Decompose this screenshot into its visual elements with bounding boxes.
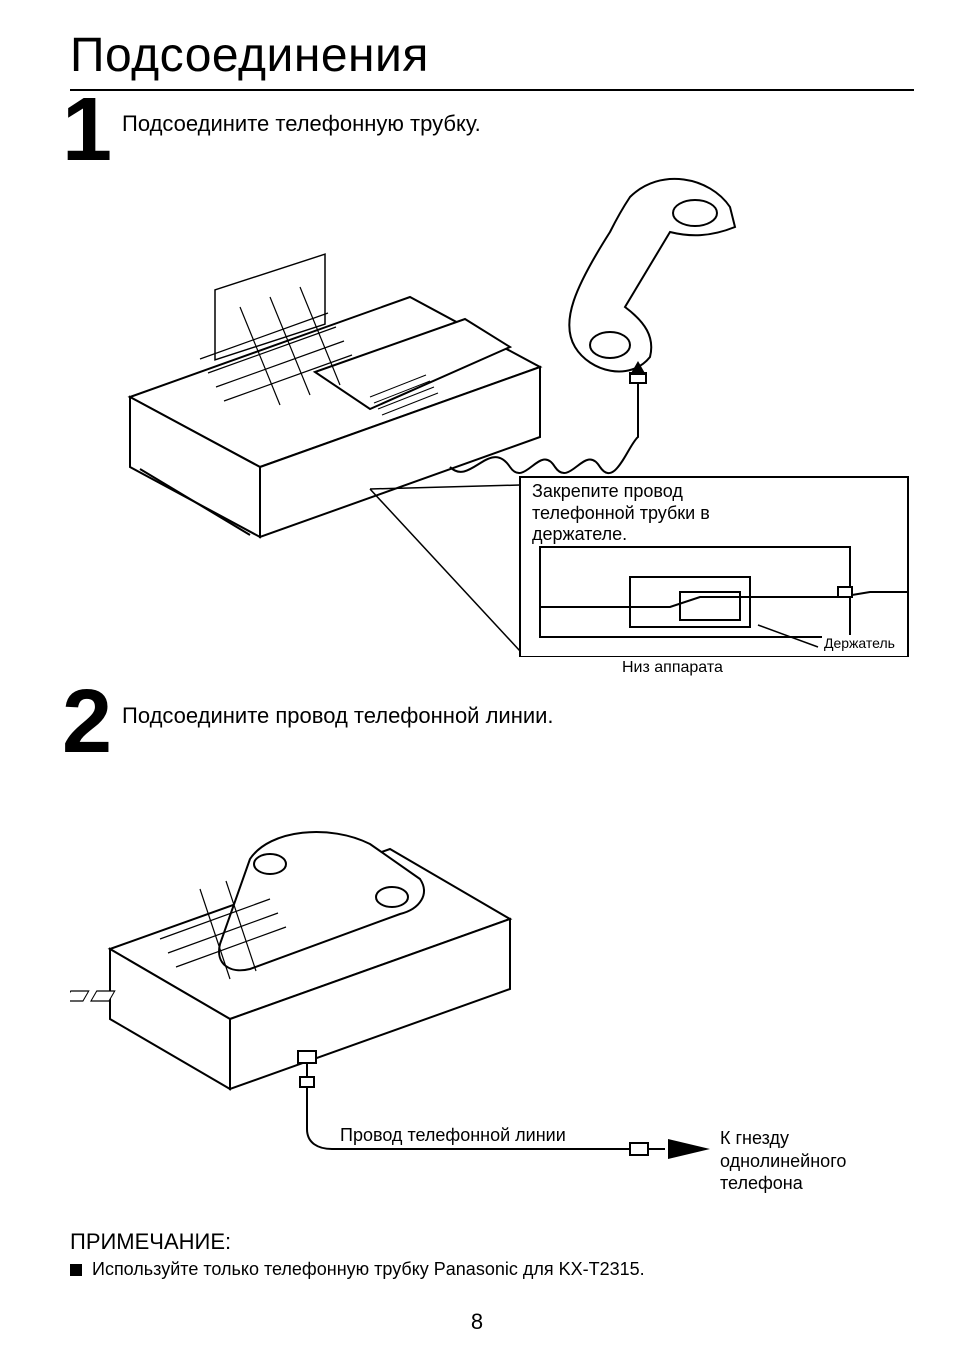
arrow-label: К гнезду однолинейного телефона <box>720 1127 900 1195</box>
page-title: Подсоединения <box>70 28 914 83</box>
step-1-illustration: Закрепите провод телефонной трубки в дер… <box>70 137 910 657</box>
step-2-text: Подсоедините провод телефонной линии. <box>122 697 914 729</box>
note-section: ПРИМЕЧАНИЕ: Используйте только телефонну… <box>70 1229 914 1280</box>
title-rule <box>70 89 914 91</box>
note-item-1-text: Используйте только телефонную трубку Pan… <box>92 1259 645 1279</box>
step-2: 2 Подсоедините провод телефонной линии. <box>70 697 914 1189</box>
step-1: 1 Подсоедините телефонную трубку. <box>70 105 914 657</box>
step-1-callout: Закрепите провод телефонной трубки в дер… <box>532 481 752 546</box>
cord-label: Провод телефонной линии <box>340 1125 566 1146</box>
step-2-illustration: Провод телефонной линии К гнезду однолин… <box>70 729 910 1189</box>
step-1-svg <box>70 137 910 657</box>
holder-label: Держатель <box>822 635 897 651</box>
page-number: 8 <box>0 1309 954 1335</box>
step-1-text: Подсоедините телефонную трубку. <box>122 105 914 137</box>
square-bullet-icon <box>70 1264 82 1276</box>
step-2-svg <box>70 729 910 1189</box>
manual-page: Подсоединения 1 Подсоедините телефонную … <box>0 0 954 1351</box>
bottom-of-unit-label: Низ аппарата <box>622 659 723 677</box>
note-item-1: Используйте только телефонную трубку Pan… <box>70 1259 914 1280</box>
note-heading: ПРИМЕЧАНИЕ: <box>70 1229 914 1255</box>
